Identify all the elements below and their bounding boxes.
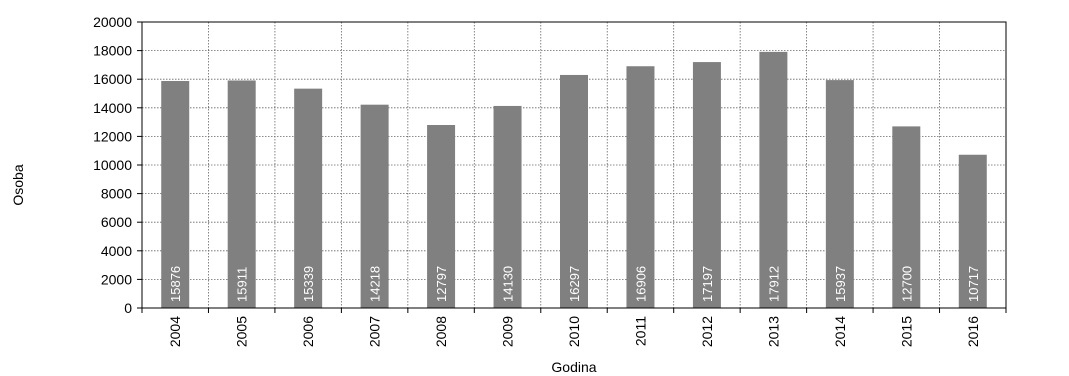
x-tick-label: 2014 <box>832 316 848 347</box>
data-label: 10717 <box>966 266 981 302</box>
data-label: 15937 <box>833 266 848 302</box>
x-tick-label: 2012 <box>699 316 715 347</box>
data-label: 12700 <box>899 266 914 302</box>
y-tick-label: 20000 <box>93 14 132 30</box>
bars: 15876 15911 15339 14218 12797 14130 16297 16906… <box>161 52 987 308</box>
data-label: 15339 <box>301 266 316 302</box>
x-tick-label: 2005 <box>234 316 250 347</box>
y-axis-title: Osoba <box>10 164 26 205</box>
x-tick-label: 2013 <box>765 316 781 347</box>
y-tick-label: 10000 <box>93 157 132 173</box>
x-tick-label: 2010 <box>566 316 582 347</box>
x-tick-label: 2007 <box>367 316 383 347</box>
data-label: 17197 <box>700 266 715 302</box>
data-label: 14130 <box>501 266 516 302</box>
x-tick-label: 2009 <box>500 316 516 347</box>
x-axis-title: Godina <box>551 359 596 375</box>
x-tick-label: 2016 <box>965 316 981 347</box>
data-label: 15876 <box>168 266 183 302</box>
data-label: 16297 <box>567 266 582 302</box>
data-label: 16906 <box>633 266 648 302</box>
y-tick-label: 6000 <box>101 214 132 230</box>
y-tick-label: 2000 <box>101 271 132 287</box>
x-tick-label: 2011 <box>632 316 648 346</box>
x-tick-label: 2006 <box>300 316 316 347</box>
x-tick-label: 2008 <box>433 316 449 347</box>
x-tick-label: 2004 <box>167 316 183 347</box>
data-label: 12797 <box>434 266 449 302</box>
data-label: 17912 <box>766 266 781 302</box>
y-tick-label: 8000 <box>101 186 132 202</box>
y-tick-label: 4000 <box>101 243 132 259</box>
y-tick-label: 12000 <box>93 128 132 144</box>
x-tick-label: 2015 <box>898 316 914 347</box>
y-tick-label: 16000 <box>93 71 132 87</box>
data-label: 14218 <box>368 266 383 302</box>
y-tick-label: 14000 <box>93 100 132 116</box>
y-tick-label: 18000 <box>93 43 132 59</box>
data-label: 15911 <box>235 267 250 302</box>
y-tick-label: 0 <box>124 300 132 316</box>
